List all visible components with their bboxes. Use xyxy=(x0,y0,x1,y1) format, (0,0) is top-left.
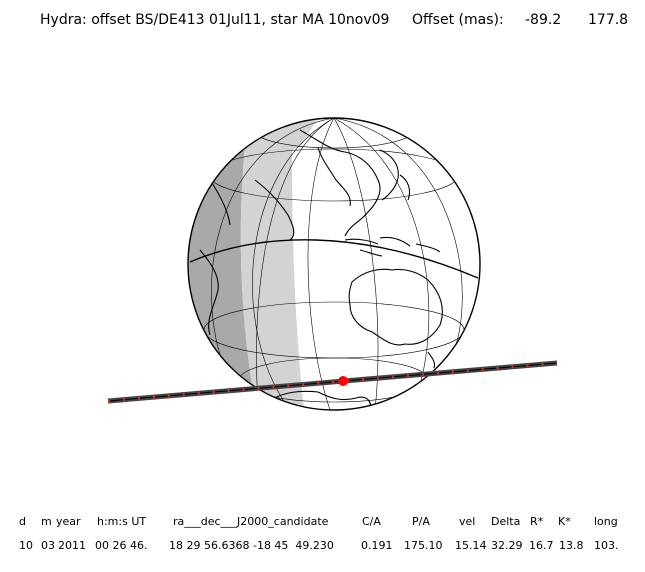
offset-y: 177.8 xyxy=(588,12,629,28)
shadow-path xyxy=(107,360,558,404)
twilight-cap xyxy=(270,118,330,150)
footer: d m year h:m:s UT ra___dec___J2000_candi… xyxy=(0,515,645,565)
val-pa: 175.10 xyxy=(404,539,443,552)
val-ca: 0.191 xyxy=(361,539,393,552)
equator-line xyxy=(189,239,479,279)
australia-coast xyxy=(348,268,443,346)
col-d: d xyxy=(19,515,26,528)
col-vel: vel xyxy=(459,515,476,528)
twilight-region xyxy=(240,118,305,410)
val-kstar: 13.8 xyxy=(559,539,584,552)
col-long: long xyxy=(594,515,618,528)
header: Hydra: offset BS/DE413 01Jul11, star MA … xyxy=(40,12,640,32)
val-radec: 18 29 56.6368 -18 45 49.230 xyxy=(169,539,334,552)
val-vel: 15.14 xyxy=(455,539,487,552)
asia-coast xyxy=(299,129,381,237)
val-rstar: 16.7 xyxy=(529,539,554,552)
val-delta: 32.29 xyxy=(491,539,523,552)
globe-outline xyxy=(187,117,481,411)
col-year: year xyxy=(56,515,81,528)
header-label: Hydra: offset BS/DE413 01Jul11, star MA … xyxy=(40,12,390,28)
col-rstar: R* xyxy=(530,515,544,528)
shading-layer xyxy=(188,118,330,410)
val-hms: 00 26 46. xyxy=(95,539,148,552)
event-marker xyxy=(338,376,348,386)
antarctica-coast xyxy=(269,390,371,410)
col-ca: C/A xyxy=(362,515,381,528)
col-pa: P/A xyxy=(412,515,430,528)
night-region xyxy=(188,118,258,410)
col-delta: Delta xyxy=(491,515,521,528)
val-year: 2011 xyxy=(58,539,86,552)
shadow-path-ticks xyxy=(107,361,558,403)
offset-label: Offset (mas): xyxy=(412,12,504,28)
val-m: 03 xyxy=(41,539,55,552)
col-hms: h:m:s UT xyxy=(97,515,147,528)
col-m: m xyxy=(41,515,52,528)
col-kstar: K* xyxy=(558,515,571,528)
offset-x: -89.2 xyxy=(525,12,562,28)
col-radec: ra___dec___J2000_candidate xyxy=(173,515,329,528)
val-long: 103. xyxy=(594,539,619,552)
val-d: 10 xyxy=(19,539,33,552)
